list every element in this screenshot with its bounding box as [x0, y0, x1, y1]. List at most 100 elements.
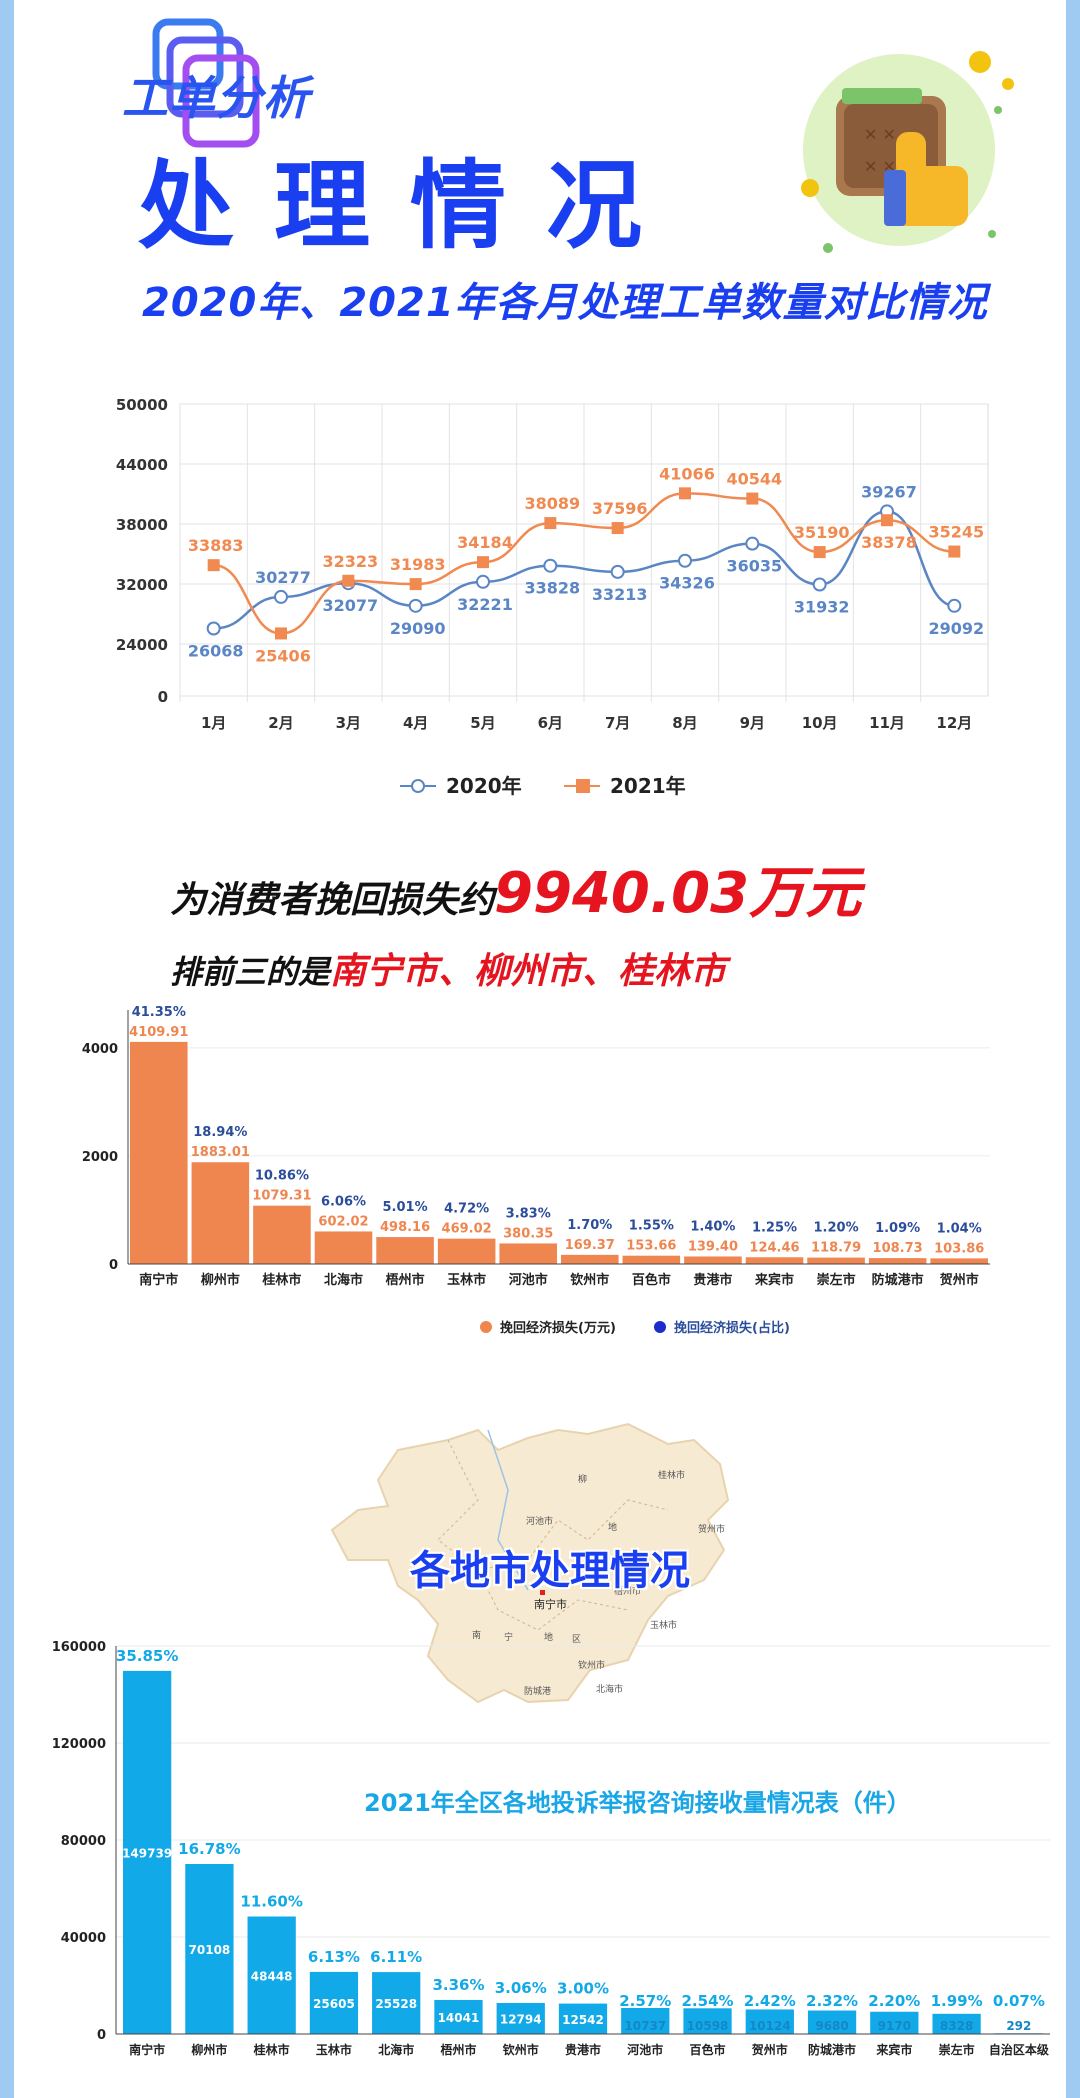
- x-tick-label: 河池市: [509, 1272, 548, 1288]
- bar-percent-label: 1.04%: [937, 1221, 982, 1236]
- y-tick-label: 32000: [116, 576, 168, 594]
- x-tick-label: 4月: [403, 714, 428, 732]
- bar-percent-label: 16.78%: [178, 1840, 240, 1858]
- x-tick-label: 百色市: [690, 2042, 726, 2057]
- bar-value-label: 1079.31: [252, 1189, 311, 1204]
- section-badge: 工单分析: [122, 71, 310, 125]
- data-label: 36035: [726, 557, 782, 576]
- x-tick-label: 北海市: [378, 2042, 414, 2057]
- data-label: 35245: [928, 523, 984, 542]
- complaint-bar: [558, 2003, 608, 2034]
- monthly-line-chart: 50000 44000 38000 32000 24000 0 1月 2月 3月 4月 5月 6月 7月…: [116, 396, 989, 798]
- legend-2021-label: 2021年: [610, 774, 686, 798]
- bar-percent-label: 2.54%: [682, 1992, 734, 2010]
- svg-text:北海市: 北海市: [596, 1683, 623, 1695]
- page-title: 处理情况: [138, 150, 682, 262]
- point-2020: [812, 577, 827, 592]
- y-tick-label: 4000: [82, 1042, 118, 1057]
- bar-percent-label: 1.40%: [690, 1219, 735, 1234]
- x-tick-label: 河池市: [626, 2042, 663, 2057]
- x-tick-label: 南宁市: [129, 2042, 165, 2057]
- map-caption: 各地市处理情况: [410, 1548, 690, 1594]
- loss-bar: [376, 1237, 434, 1264]
- point-2021: [544, 517, 557, 530]
- data-label: 34184: [457, 533, 513, 552]
- data-label: 31983: [390, 555, 446, 574]
- loss-bar: [745, 1257, 804, 1264]
- complaint-bar: [185, 1863, 234, 2034]
- bar-value-label: 4109.91: [129, 1025, 188, 1040]
- point-2020: [408, 598, 423, 613]
- data-label: 33883: [188, 536, 244, 555]
- bar-percent-label: 1.25%: [752, 1220, 797, 1235]
- y-tick-label: 24000: [116, 636, 168, 654]
- x-tick-label: 梧州市: [440, 2042, 476, 2057]
- x-tick-label: 贺州市: [939, 1272, 979, 1288]
- data-label: 30277: [255, 568, 311, 587]
- point-2021: [207, 559, 220, 572]
- x-tick-label: 来宾市: [875, 2042, 912, 2057]
- loss-bar: [807, 1257, 865, 1264]
- top3-value: 南宁市、柳州市、桂林市: [330, 951, 727, 992]
- bar-value-label: 292: [1006, 2019, 1031, 2033]
- point-2021: [813, 546, 826, 559]
- complaint-bar: [123, 1670, 172, 2034]
- data-label: 39267: [861, 482, 917, 501]
- bar-percent-label: 6.11%: [370, 1948, 422, 1966]
- svg-text:南: 南: [472, 1629, 481, 1641]
- complaint-bar: [434, 1999, 483, 2034]
- bar-value-label: 10124: [749, 2019, 791, 2033]
- point-2021: [342, 574, 355, 587]
- bar-percent-label: 4.72%: [444, 1202, 489, 1217]
- x-tick-label: 11月: [869, 714, 905, 732]
- point-2020: [543, 558, 558, 573]
- loss-bar: [253, 1205, 311, 1264]
- x-tick-label: 桂林市: [261, 1272, 301, 1288]
- bar-percent-label: 2.42%: [744, 1992, 796, 2010]
- svg-text:防城港: 防城港: [524, 1685, 551, 1697]
- bar-percent-label: 3.83%: [506, 1206, 551, 1221]
- legend-2020-marker: [411, 779, 425, 793]
- x-tick-label: 玉林市: [316, 2042, 352, 2057]
- data-label: 29090: [390, 619, 446, 638]
- x-tick-label: 1月: [201, 714, 226, 732]
- svg-text:河池市: 河池市: [526, 1515, 553, 1527]
- point-2020: [274, 589, 288, 604]
- y-tick-label: 0: [97, 2028, 106, 2043]
- svg-text:宁: 宁: [504, 1631, 513, 1643]
- y-tick-label: 120000: [52, 1737, 106, 1752]
- bar-percent-label: 1.09%: [875, 1221, 920, 1236]
- x-tick-label: 来宾市: [754, 1272, 794, 1288]
- bar-value-label: 10737: [624, 2019, 666, 2033]
- data-label: 38089: [524, 494, 580, 513]
- x-tick-label: 桂林市: [253, 2042, 290, 2057]
- y-tick-label: 80000: [61, 1834, 106, 1849]
- x-tick-label: 贺州市: [751, 2042, 788, 2057]
- y-tick-label: 50000: [116, 396, 168, 414]
- x-tick-label: 钦州市: [569, 1272, 609, 1288]
- loss-bar: [191, 1162, 250, 1264]
- complaint-bar: [745, 2009, 794, 2034]
- y-tick-label: 2000: [82, 1150, 118, 1165]
- bar-value-label: 469.02: [442, 1222, 492, 1237]
- wallet-thumbs-up-icon: ✕ ✕ ✕ ✕: [801, 51, 1014, 253]
- bar-percent-label: 1.99%: [931, 1992, 983, 2010]
- x-tick-label: 8月: [672, 714, 697, 732]
- bar-value-label: 380.35: [503, 1226, 553, 1241]
- data-label: 38378: [861, 533, 917, 552]
- x-tick-label: 贵港市: [565, 2042, 601, 2057]
- data-label: 40544: [726, 470, 782, 489]
- x-tick-label: 崇左市: [939, 2042, 975, 2057]
- bar-value-label: 8328: [940, 2019, 973, 2033]
- x-tick-label: 防城港市: [808, 2042, 856, 2057]
- data-label: 26068: [188, 641, 244, 660]
- complaint-bar: [496, 2002, 545, 2034]
- legend-2021-marker: [576, 779, 590, 793]
- bar-value-label: 48448: [251, 1969, 293, 1983]
- data-label: 32077: [322, 596, 378, 615]
- bar-value-label: 118.79: [811, 1241, 861, 1256]
- data-label: 41066: [659, 464, 715, 483]
- svg-text:南宁市: 南宁市: [534, 1597, 567, 1611]
- x-tick-label: 梧州市: [386, 1272, 425, 1288]
- bar-value-label: 25528: [375, 1997, 417, 2011]
